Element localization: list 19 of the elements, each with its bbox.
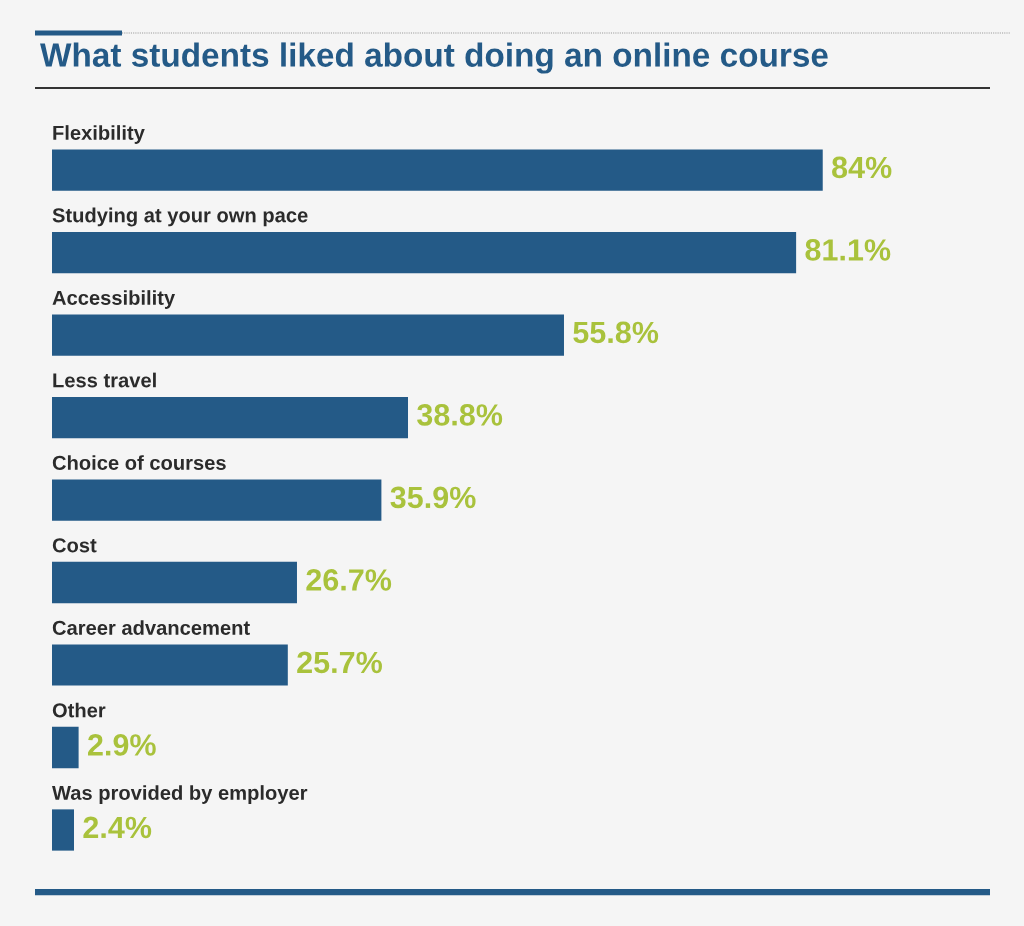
- data-label: 2.4%: [83, 816, 152, 839]
- data-label: 2.9%: [88, 734, 156, 756]
- y-tick-label: Other: [52, 702, 106, 718]
- y-tick-label: Was provided by employer: [52, 785, 308, 804]
- y-tick-label: Choice of courses: [52, 455, 226, 470]
- data-label: 25.7%: [297, 651, 382, 674]
- data-label: 35.9%: [390, 486, 476, 509]
- data-label: 26.7%: [306, 569, 392, 591]
- chart-title: What students liked about doing an online course: [40, 42, 828, 74]
- y-tick-label: Less travel: [53, 372, 156, 388]
- y-tick-label: Cost: [52, 538, 97, 553]
- y-tick-label: Accessibility: [52, 290, 176, 309]
- data-label: 84%: [832, 156, 892, 179]
- y-tick-label: Career advancement: [52, 620, 250, 635]
- y-tick-label: Studying at your own pace: [52, 207, 308, 227]
- data-label: 55.8%: [573, 321, 659, 344]
- y-tick-label: Flexibility: [53, 125, 145, 144]
- data-label: 38.8%: [417, 404, 503, 426]
- data-label: 81.1%: [805, 239, 891, 261]
